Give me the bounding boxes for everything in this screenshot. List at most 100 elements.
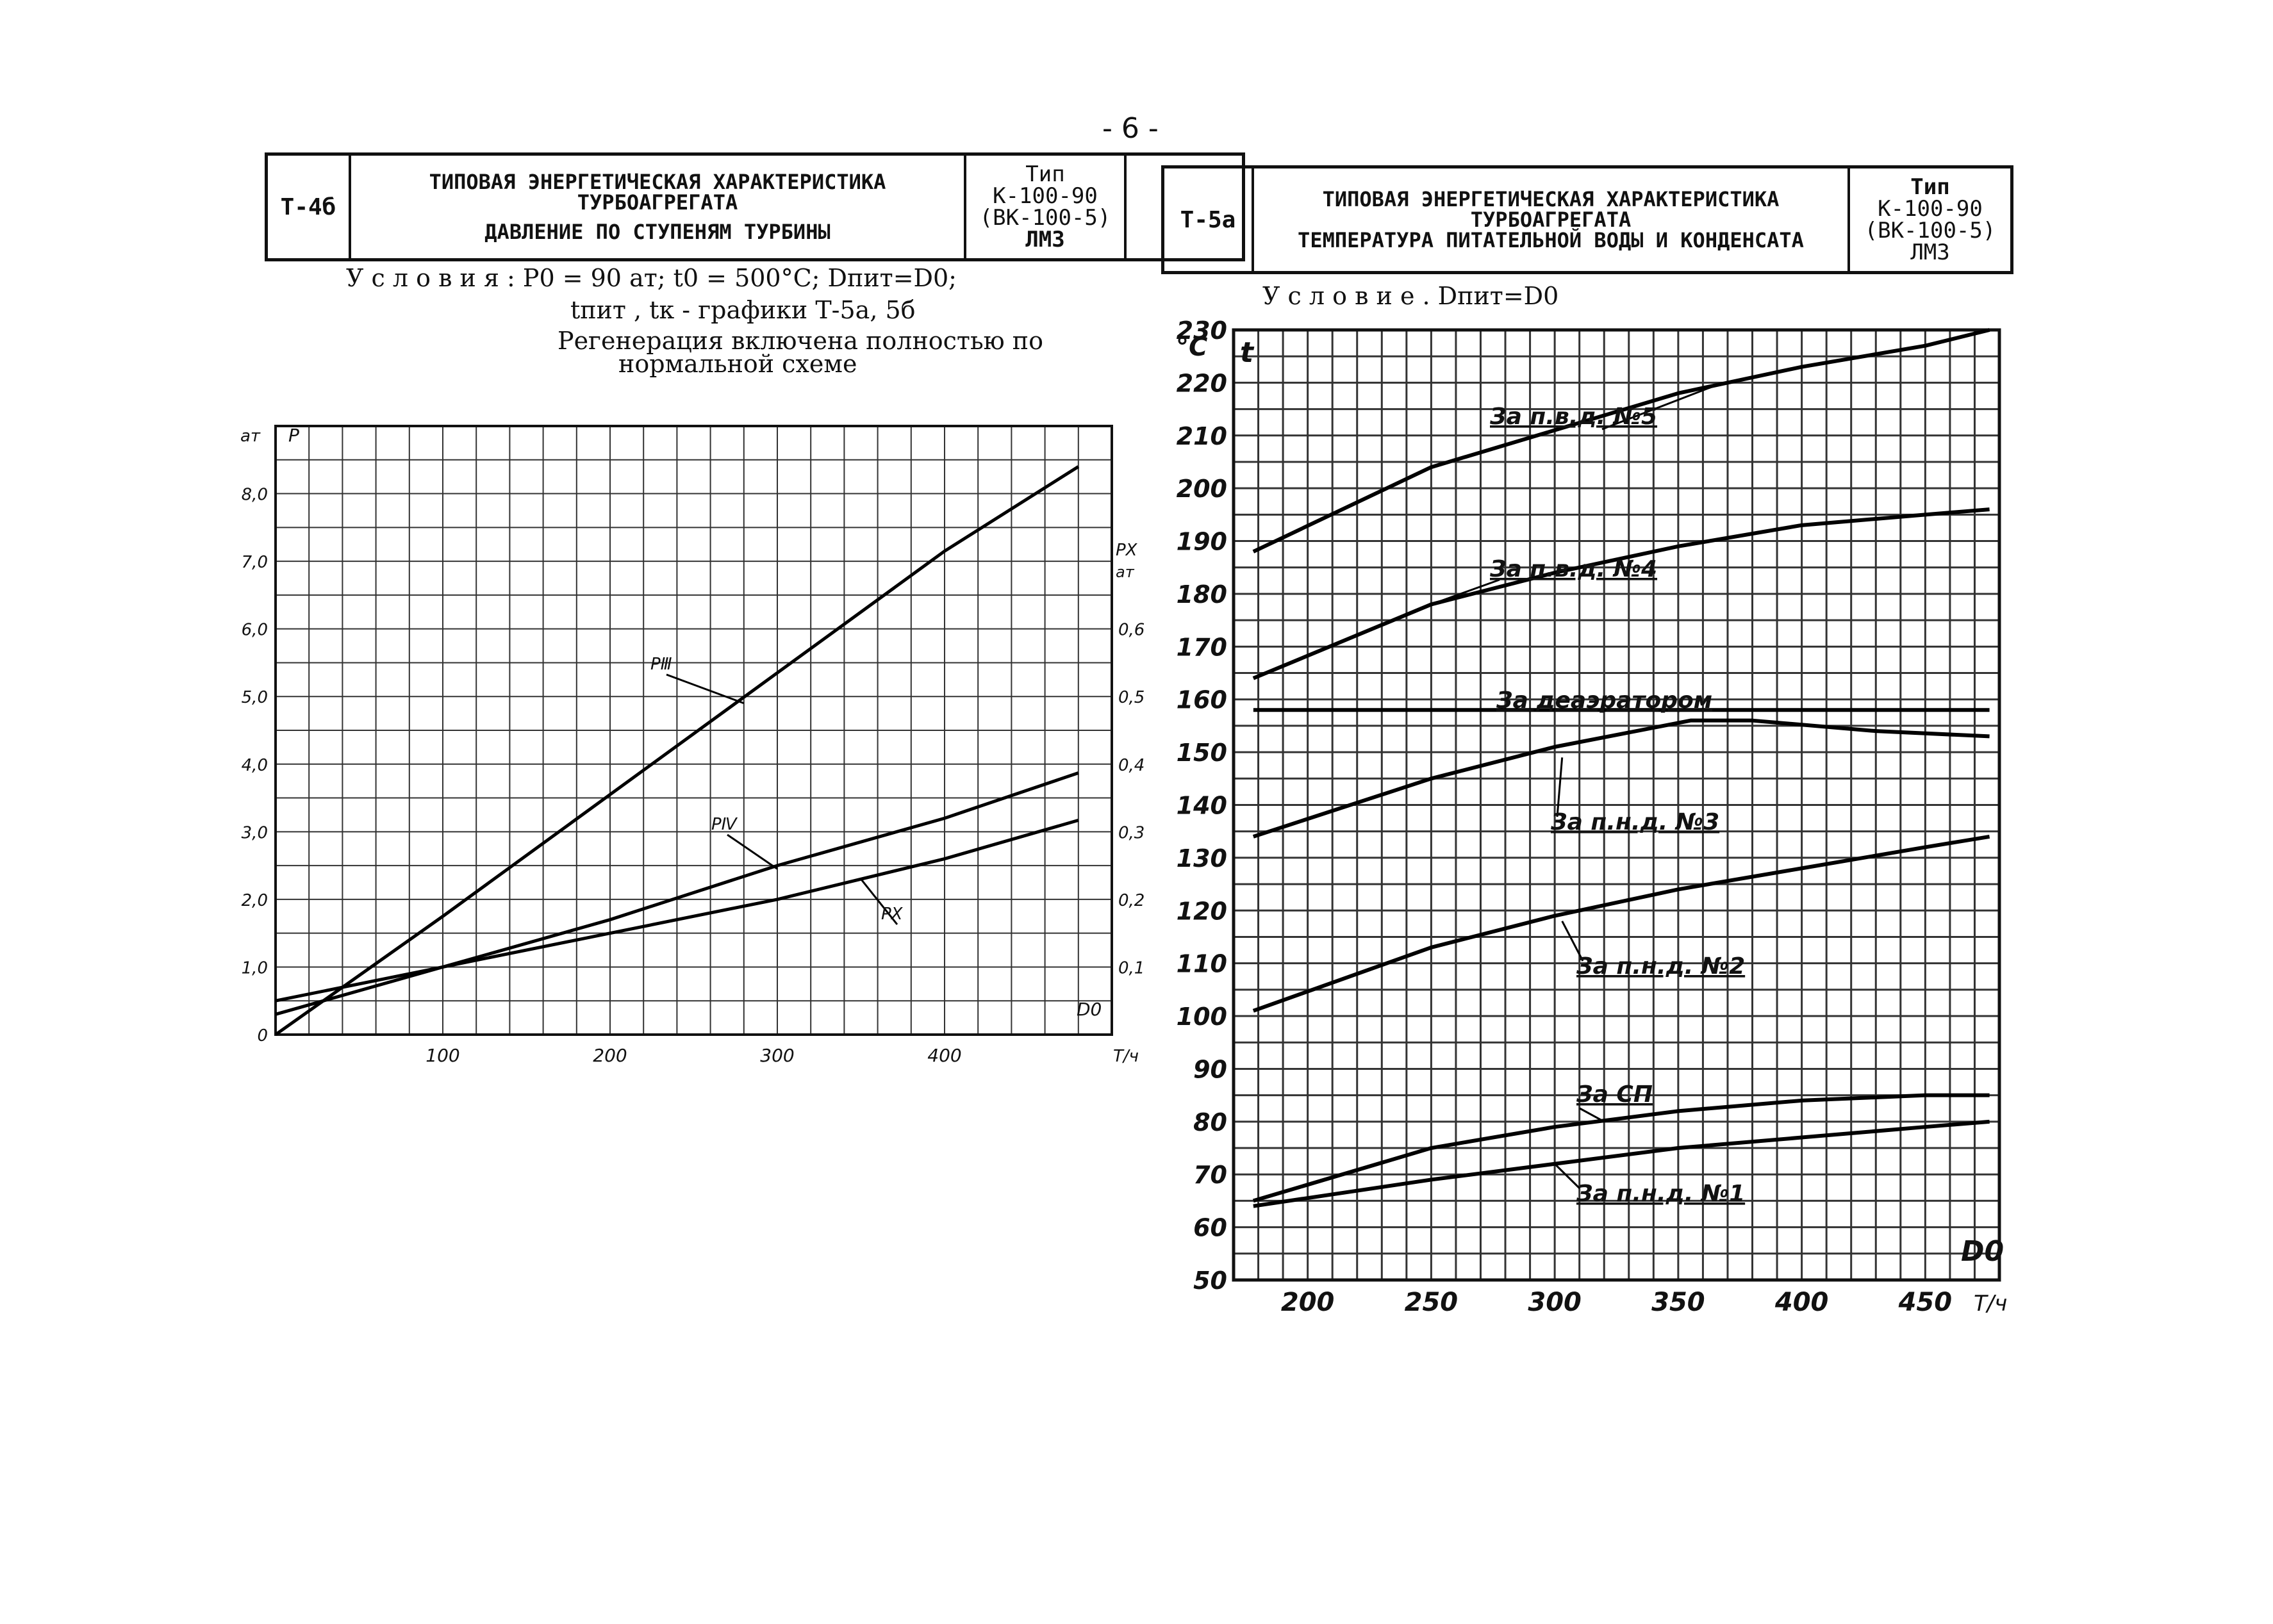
left-conditions-1: У с л о в и я : P0 = 90 ат; t0 = 500°C; … [346, 264, 957, 292]
right-y-tick-label: 70 [1193, 1161, 1227, 1189]
right-y-tick-label: 190 [1177, 528, 1227, 556]
right-y-tick-label: 140 [1177, 792, 1227, 820]
right-series-leader [1678, 709, 1683, 712]
left-type-3: ЛМЗ [1025, 227, 1065, 252]
right-labels: За п.в.д. №5 За п.в.д. №4 За деаэратором За… [1430, 381, 1745, 1207]
right-series-label: За п.н.д. №2 [1576, 953, 1745, 980]
right-y-tick-label: 200 [1177, 475, 1227, 503]
left-x-tick-label: 100 [426, 1045, 459, 1066]
right-series-label: За деаэратором [1496, 687, 1712, 714]
left-y2-tick-label: 0,4 [1118, 756, 1145, 775]
left-y-tick-label: 8,0 [242, 486, 268, 505]
right-series-line [1252, 834, 1990, 1013]
right-y-tick-label: 100 [1177, 1003, 1227, 1031]
left-y2-tick-label: 0,1 [1118, 958, 1145, 978]
left-series-leader [727, 833, 778, 870]
left-x-label: D0 [1077, 999, 1102, 1020]
left-series [274, 465, 1080, 1037]
right-grid [1232, 328, 2001, 1282]
left-type-cell: Тип К-100-90 (ВК-100-5) ЛМЗ [966, 156, 1127, 258]
right-y-unit: °C [1176, 332, 1207, 362]
right-series-leader [1430, 578, 1500, 605]
right-y-tick-label: 170 [1177, 633, 1227, 661]
right-series-label: За п.в.д. №5 [1489, 404, 1657, 430]
left-type-1: К-100-90 [993, 183, 1098, 209]
right-y-tick-label: 120 [1177, 897, 1227, 925]
right-condition: У с л о в и е . Dпит=D0 [1262, 282, 1559, 310]
left-title-cell: ТИПОВАЯ ЭНЕРГЕТИЧЕСКАЯ ХАРАКТЕРИСТИКА ТУ… [351, 156, 966, 258]
right-series-leader [1556, 757, 1564, 817]
left-code: Т-4б [268, 156, 351, 258]
left-y-tick-label: 3,0 [242, 823, 268, 842]
left-y2-tick-label: 0,6 [1118, 621, 1145, 640]
left-labels: PⅢ PⅣ PⅩ [650, 655, 904, 925]
left-type-label: Тип [1025, 161, 1065, 187]
right-y-tick-label: 60 [1193, 1214, 1227, 1242]
left-subtitle: ДАВЛЕНИЕ ПО СТУПЕНЯМ ТУРБИНЫ [484, 220, 831, 244]
left-y-tick-label: 1,0 [242, 958, 268, 978]
right-type-cell: Тип К-100-90 (ВК-100-5) ЛМЗ [1850, 168, 2010, 271]
right-series-label: За СП [1576, 1081, 1653, 1108]
left-y2-tick-label: 0,2 [1118, 891, 1145, 910]
left-x-tick-label: 400 [927, 1045, 961, 1066]
right-y-tick-label: 230 [1177, 316, 1227, 345]
left-y2-tick-label: 0,5 [1118, 688, 1145, 707]
left-y-tick-label: 2,0 [242, 891, 268, 910]
right-type-3: ЛМЗ [1910, 240, 1950, 265]
right-title-1: ТИПОВАЯ ЭНЕРГЕТИЧЕСКАЯ ХАРАКТЕРИСТИКА [1322, 187, 1780, 211]
left-y-tick-label: 7,0 [242, 553, 268, 572]
left-series-leader [860, 878, 898, 925]
left-y-label: P [288, 425, 299, 446]
right-x-tick-label: 350 [1651, 1288, 1705, 1317]
right-x-tick-label: 200 [1281, 1288, 1335, 1317]
header-left: Т-4б ТИПОВАЯ ЭНЕРГЕТИЧЕСКАЯ ХАРАКТЕРИСТИ… [265, 152, 1245, 261]
left-conditions-3: Регенерация включена полностью по [558, 327, 1044, 355]
right-y-tick-label: 110 [1177, 950, 1227, 978]
right-title-2: ТУРБОАГРЕГАТА [1470, 208, 1632, 232]
right-type-2: (ВК-100-5) [1864, 218, 1996, 243]
right-series-leader [1601, 381, 1723, 431]
right-y-label: t [1240, 336, 1255, 369]
left-y2-tick-label: 0,3 [1118, 823, 1145, 842]
left-grid [274, 425, 1113, 1036]
left-series-label: PⅢ [650, 655, 672, 674]
right-x-tick-label: 400 [1774, 1288, 1829, 1317]
right-y-tick-label: 220 [1177, 369, 1227, 397]
right-code: Т-5а [1164, 168, 1254, 271]
left-plot-frame [274, 425, 1113, 1036]
left-conditions-2: tпит , tк - графики Т-5а, 5б [570, 296, 916, 324]
left-series-line [275, 771, 1079, 1016]
left-series-label: PⅣ [711, 815, 738, 834]
left-series-line [274, 465, 1080, 1037]
header-right: Т-5а ТИПОВАЯ ЭНЕРГЕТИЧЕСКАЯ ХАРАКТЕРИСТИ… [1161, 165, 2013, 274]
right-y-tick-label: 210 [1177, 422, 1227, 450]
left-y2-unit: ат [1116, 563, 1135, 581]
right-x-unit: Т/ч [1974, 1291, 2007, 1316]
right-series-leader [1554, 1163, 1581, 1190]
right-x-tick-label: 250 [1405, 1288, 1459, 1317]
right-ticks: 200 250 300 350 400 450 50 60 70 80 90 100 110 120 130… [1176, 316, 2007, 1317]
right-y-tick-label: 160 [1177, 686, 1227, 714]
right-type-1: К-100-90 [1878, 196, 1983, 222]
right-type-label: Тип [1910, 174, 1950, 200]
right-series-leader [1561, 921, 1584, 962]
right-x-tick-label: 450 [1898, 1288, 1953, 1317]
left-x-unit: Т/ч [1113, 1047, 1139, 1066]
right-series-line [1252, 328, 1990, 554]
right-y-tick-label: 150 [1177, 739, 1227, 767]
right-series-line [1252, 1093, 1990, 1203]
left-y-tick-label: 5,0 [242, 688, 268, 707]
left-y-tick-label: 4,0 [242, 756, 268, 775]
right-y-tick-label: 80 [1193, 1108, 1227, 1136]
right-y-tick-label: 130 [1177, 844, 1227, 873]
left-conditions-4: нормальной схеме [618, 350, 857, 378]
left-y-tick-label: 6,0 [242, 621, 268, 640]
right-plot-frame [1232, 328, 2001, 1282]
right-y-tick-label: 180 [1177, 580, 1227, 609]
left-title-1: ТИПОВАЯ ЭНЕРГЕТИЧЕСКАЯ ХАРАКТЕРИСТИКА [429, 170, 886, 194]
left-series-leader [666, 673, 745, 705]
left-type-2: (ВК-100-5) [979, 205, 1111, 231]
right-series-line [1253, 1119, 1990, 1208]
page-number: - 6 - [1102, 112, 1159, 145]
